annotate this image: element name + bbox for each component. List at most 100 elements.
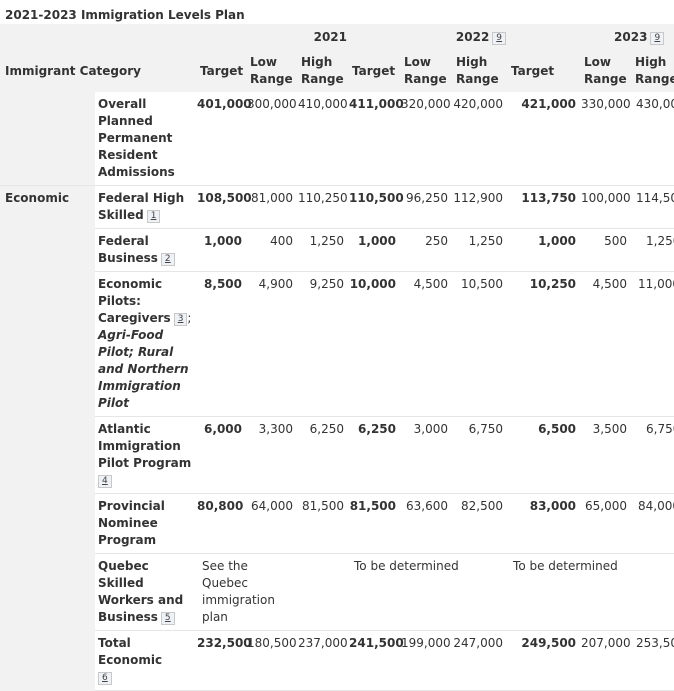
year-2022-header: 2022 9 [349, 24, 509, 50]
header-spacer [95, 24, 197, 50]
high-range-value: 112,900 [453, 185, 509, 229]
category-cell: Overall Planned Permanent Resident Admis… [95, 92, 197, 186]
high-range-value: 6,750 [632, 416, 674, 494]
low-range-value: 3,500 [581, 416, 633, 494]
target-value: 1,000 [349, 228, 402, 272]
tbd-note: To be determined [349, 553, 509, 631]
low-range-value: 330,000 [581, 92, 633, 186]
target-value: 83,000 [508, 493, 582, 554]
table-row: Total Economic 6 232,500 180,500 237,000 … [0, 630, 674, 691]
footnote-link[interactable]: 9 [492, 31, 507, 45]
target-value: 249,500 [508, 630, 582, 691]
low-range-value: 64,000 [247, 493, 298, 554]
target-value: 6,500 [508, 416, 582, 494]
low-range-value: 320,000 [401, 92, 454, 186]
footnote-link[interactable]: 6 [98, 672, 112, 685]
category-cell: Atlantic Immigration Pilot Program 4 [95, 416, 197, 494]
high-range-column-header: High Range [298, 50, 350, 92]
target-column-header: Target [197, 50, 247, 92]
low-range-value: 63,600 [401, 493, 454, 554]
high-range-value: 430,000 [632, 92, 674, 186]
target-value: 1,000 [197, 228, 247, 272]
header-spacer [0, 24, 95, 50]
target-value: 232,500 [197, 630, 252, 691]
low-range-column-header: Low Range [401, 50, 454, 92]
low-range-value: 199,000 [401, 630, 454, 691]
footnote-link[interactable]: 4 [98, 475, 112, 488]
table-row: Provincial Nominee Program 80,800 64,000… [0, 493, 674, 554]
high-range-value: 237,000 [298, 630, 350, 691]
year-label: 2021 [313, 29, 348, 44]
table-row: Economic Federal High Skilled 1 108,500 8… [0, 185, 674, 691]
target-value: 10,250 [508, 271, 582, 417]
high-range-value: 247,000 [453, 630, 509, 691]
category-column-header: Immigrant Category [0, 50, 197, 92]
quebec-plan-note: See the Quebec immigration plan [197, 553, 350, 631]
low-range-value: 500 [581, 228, 633, 272]
target-column-header: Target [349, 50, 402, 92]
target-value: 421,000 [508, 92, 582, 186]
high-range-value: 11,000 [632, 271, 674, 417]
high-range-value: 6,750 [453, 416, 509, 494]
year-label: 2023 [614, 29, 648, 44]
high-range-value: 10,500 [453, 271, 509, 417]
footnote-link[interactable]: 1 [146, 210, 161, 223]
high-range-column-header: High Range [632, 50, 674, 92]
low-range-value: 4,500 [581, 271, 633, 417]
footnote-link[interactable]: 9 [650, 31, 665, 45]
high-range-value: 1,250 [632, 228, 674, 272]
target-value: 8,500 [197, 271, 247, 417]
target-value: 6,000 [197, 416, 247, 494]
table-row: Overall Planned Permanent Resident Admis… [0, 92, 674, 186]
target-value: 411,000 [349, 92, 404, 186]
target-value: 1,000 [508, 228, 582, 272]
target-value: 6,250 [349, 416, 402, 494]
low-range-value: 3,000 [401, 416, 454, 494]
low-range-column-header: Low Range [247, 50, 298, 92]
low-range-value: 4,500 [401, 271, 454, 417]
low-range-value: 100,000 [581, 185, 633, 229]
low-range-value: 180,500 [247, 630, 298, 691]
tbd-note: To be determined [508, 553, 674, 631]
year-2021-header: 2021 [197, 24, 350, 50]
table-row: Atlantic Immigration Pilot Program 4 6,00… [0, 416, 674, 494]
target-column-header: Target [508, 50, 582, 92]
column-header-row: Immigrant Category Target Low Range High R… [0, 50, 674, 92]
low-range-column-header: Low Range [581, 50, 633, 92]
target-value: 10,000 [349, 271, 402, 417]
high-range-value: 253,500 [632, 630, 674, 691]
year-2023-header: 2023 9 [508, 24, 674, 50]
target-value: 108,500 [197, 185, 252, 229]
low-range-value: 207,000 [581, 630, 633, 691]
table-caption: 2021-2023 Immigration Levels Plan [5, 8, 245, 22]
high-range-value: 1,250 [453, 228, 509, 272]
low-range-value: 250 [401, 228, 454, 272]
target-value: 401,000 [197, 92, 252, 186]
low-range-value: 300,000 [247, 92, 298, 186]
footnote-link[interactable]: 5 [160, 612, 175, 625]
year-label: 2022 [455, 29, 490, 44]
footnote-link[interactable]: 3 [173, 313, 188, 326]
low-range-value: 81,000 [247, 185, 298, 229]
high-range-value: 81,500 [298, 493, 350, 554]
low-range-value: 4,900 [247, 271, 298, 417]
table-scroll-container[interactable]: 2021 2022 9 2023 9 Immigrant Category Targ… [0, 24, 674, 691]
group-cell-economic: Economic [0, 185, 95, 691]
high-range-value: 82,500 [453, 493, 509, 554]
high-range-value: 9,250 [298, 271, 350, 417]
category-cell: Federal High Skilled 1 [95, 185, 197, 229]
target-value: 113,750 [508, 185, 582, 229]
category-cell: Total Economic 6 [95, 630, 197, 691]
category-cell: Quebec Skilled Workers and Business 5 [95, 553, 197, 631]
footnote-link[interactable]: 2 [160, 253, 175, 266]
high-range-value: 110,250 [298, 185, 350, 229]
table-row: Quebec Skilled Workers and Business 5 See… [0, 553, 674, 631]
category-cell: Economic Pilots: Caregivers 3; Agri-Food … [95, 271, 197, 417]
target-value: 241,500 [349, 630, 404, 691]
high-range-value: 1,250 [298, 228, 350, 272]
group-cell [0, 92, 95, 186]
high-range-value: 410,000 [298, 92, 350, 186]
year-header-row: 2021 2022 9 2023 9 [0, 24, 674, 50]
high-range-column-header: High Range [453, 50, 509, 92]
category-italic-text: Agri-Food Pilot; Rural and Northern Immi… [98, 328, 189, 410]
